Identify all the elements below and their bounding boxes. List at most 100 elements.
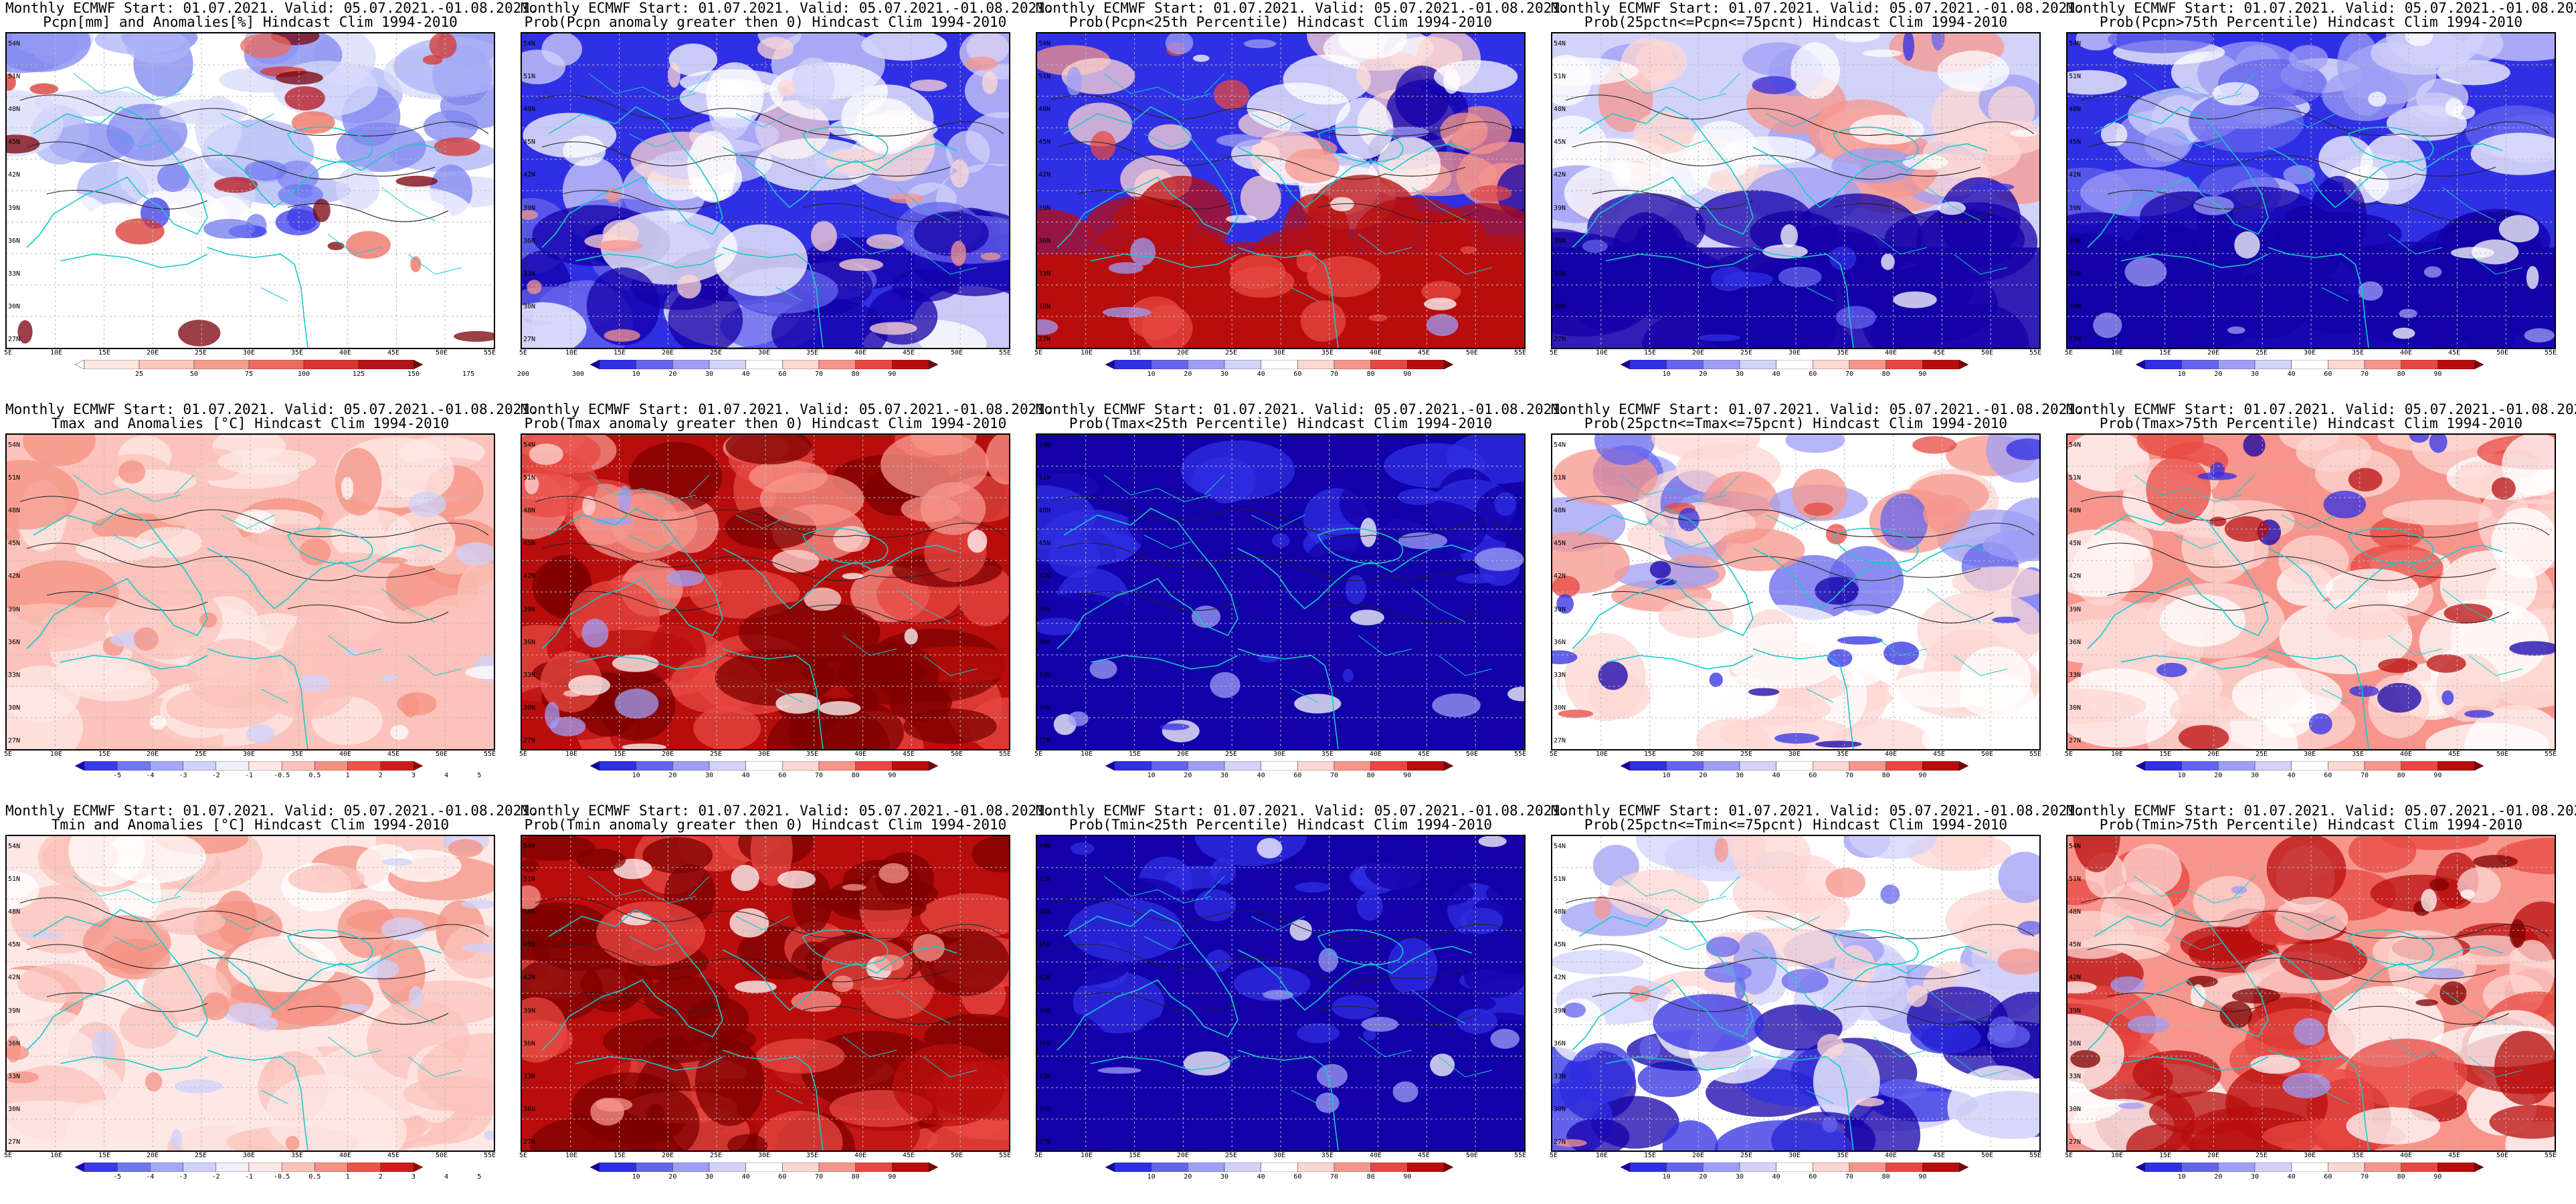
panel-title-line2: Prob(Tmax<25th Percentile) Hindcast Clim… [1069,415,1493,431]
map-panel-tmax-anomalies: Monthly ECMWF Start: 01.07.2021. Valid: … [4,401,539,792]
coastlines [2087,106,2503,348]
longitude-label: 55E [2544,349,2557,357]
latitude-label: 54N [2069,441,2082,449]
panel-title-line2: Prob(Tmin>75th Percentile) Hindcast Clim… [2099,817,2523,833]
latitude-label: 45N [1038,138,1051,146]
latitude-label: 51N [1038,73,1051,81]
longitude-label: 20E [1176,349,1190,357]
longitude-label: 5E [1549,349,1558,357]
latitude-label: 27N [1038,336,1051,343]
colorbar-tick-label: 3 [411,772,416,779]
longitude-label: 55E [998,750,1012,758]
colorbar-tick-label: 20 [1699,1173,1708,1181]
longitude-axis: 5E 10E 15E 20E 25E 30E 35E 40E 45E 50E 55E [1034,1152,1526,1160]
colorbar-swatch [413,761,423,771]
panel-title-line2: Prob(Pcpn>75th Percentile) Hindcast Clim… [2099,14,2523,30]
map-panel-tmin-anomalies: Monthly ECMWF Start: 01.07.2021. Valid: … [3,804,539,1193]
colorbar: 10 20 30 40 60 70 80 90 [1105,761,1453,779]
country-borders [73,73,462,302]
colorbar-swatch [150,1163,183,1172]
colorbar-swatch [590,761,600,771]
latitude-label: 42N [2069,573,2082,581]
latitude-label: 45N [8,941,21,949]
latitude-label: 39N [1554,1007,1566,1015]
colorbar-swatch [672,360,710,369]
colorbar-swatch [358,360,414,369]
latitude-label: 36N [1038,237,1051,245]
colorbar-tick-label: 90 [1918,1173,1927,1181]
longitude-label: 45E [1417,1152,1431,1159]
tmax-above-75th-prob-map: 54N 51N 48N 45N 42N 39N 36N 33N 30N 27N [2066,433,2556,750]
colorbar-swatch [2218,761,2256,771]
longitude-label: 40E [1369,349,1382,357]
panel-title-line1: Monthly ECMWF Start: 01.07.2021. Valid: … [5,401,539,417]
longitude-axis: 5E 10E 15E 20E 25E 30E 35E 40E 45E 50E 55E [4,750,496,759]
map-field-shading [1037,435,1524,749]
longitude-label: 25E [1224,349,1238,357]
latitude-label: 27N [8,336,21,343]
longitude-label: 55E [1513,349,1527,357]
longitude-label: 5E [3,1152,13,1159]
longitude-label: 40E [1884,750,1898,758]
colorbar-tick-label: 10 [2177,772,2186,779]
latitude-label: 48N [8,507,21,515]
colorbar-swatch [347,761,381,771]
colorbar-ticks: -5 -4 -3 -2 -1 -0.5 0.5 1 2 3 4 5 [75,1173,481,1181]
map-field-shading [7,435,494,749]
colorbar-tick-label: 300 [571,371,585,378]
latitude-label: 33N [2069,671,2082,679]
colorbar-swatch [1105,1163,1115,1172]
colorbar-swatch [599,1163,636,1172]
tmin-middle-prob-map: 54N 51N 48N 45N 42N 39N 36N 33N 30N 27N [1551,835,2041,1152]
colorbar-swatch [1776,360,1813,369]
colorbar-swatch [2401,360,2438,369]
colorbar-swatch [1443,360,1453,369]
colorbar-ticks: 10 20 30 40 60 70 80 90 [1105,772,1453,780]
colorbar-swatch [2144,761,2182,771]
colorbar-swatch [193,360,250,369]
colorbar: 10 20 30 40 60 70 80 90 [1105,1163,1453,1181]
tmax-anomaly-map: 54N 51N 48N 45N 42N 39N 36N 33N 30N 27N [5,433,495,750]
colorbar-swatch [599,761,636,771]
tmax-below-25th-prob-map: 54N 51N 48N 45N 42N 39N 36N 33N 30N 27N [1036,433,1526,750]
longitude-label: 20E [1691,1152,1705,1159]
colorbar-tick-label: 80 [1366,1173,1375,1181]
colorbar-swatch [892,761,929,771]
colorbar-swatch [745,360,783,369]
colorbar-tick-label: 80 [851,371,860,378]
latitude-label: 33N [8,671,21,679]
colorbar-swatch [2218,1163,2256,1172]
latitude-label: 51N [8,73,21,81]
colorbar-tick-label: 175 [462,371,475,378]
colorbar-swatch [303,360,359,369]
latitude-label: 30N [2069,704,2082,712]
longitude-label: 40E [1369,1152,1382,1159]
colorbar-tick-label: 70 [814,772,824,779]
colorbar: 10 20 30 40 60 70 80 90 [2136,761,2484,779]
colorbar-swatch [1703,761,1740,771]
longitude-label: 30E [757,349,771,357]
longitude-label: 35E [290,1152,304,1159]
latitude-label: 45N [2069,941,2082,949]
colorbar-tick-label: 10 [1147,772,1156,779]
colorbar-swatch [1739,360,1776,369]
longitude-label: 50E [1981,1152,1994,1159]
colorbar-swatch [183,761,217,771]
colorbar-ticks: 10 20 30 40 60 70 80 90 [590,1173,938,1181]
colorbar-swatch [745,761,783,771]
longitude-label: 35E [1836,750,1849,758]
latitude-label: 42N [523,573,536,581]
colorbar-tick-label: 30 [2250,772,2260,779]
longitude-label: 5E [1034,750,1043,758]
latitude-label: 30N [2069,1105,2082,1113]
colorbar-tick-label: 70 [814,371,824,378]
colorbar-tick-label: -3 [179,1173,187,1181]
panel-title-line1: Monthly ECMWF Start: 01.07.2021. Valid: … [521,401,1054,417]
latitude-label: 27N [1038,737,1051,744]
longitude-axis: 5E 10E 15E 20E 25E 30E 35E 40E 45E 50E 55E [2065,1152,2557,1160]
colorbar-tick-label: 20 [2214,1173,2223,1181]
latitude-label: 45N [1554,138,1566,146]
longitude-axis: 5E 10E 15E 20E 25E 30E 35E 40E 45E 50E 55E [1034,349,1527,357]
colorbar-swatch [928,761,938,771]
latitude-label: 36N [2069,1039,2082,1047]
